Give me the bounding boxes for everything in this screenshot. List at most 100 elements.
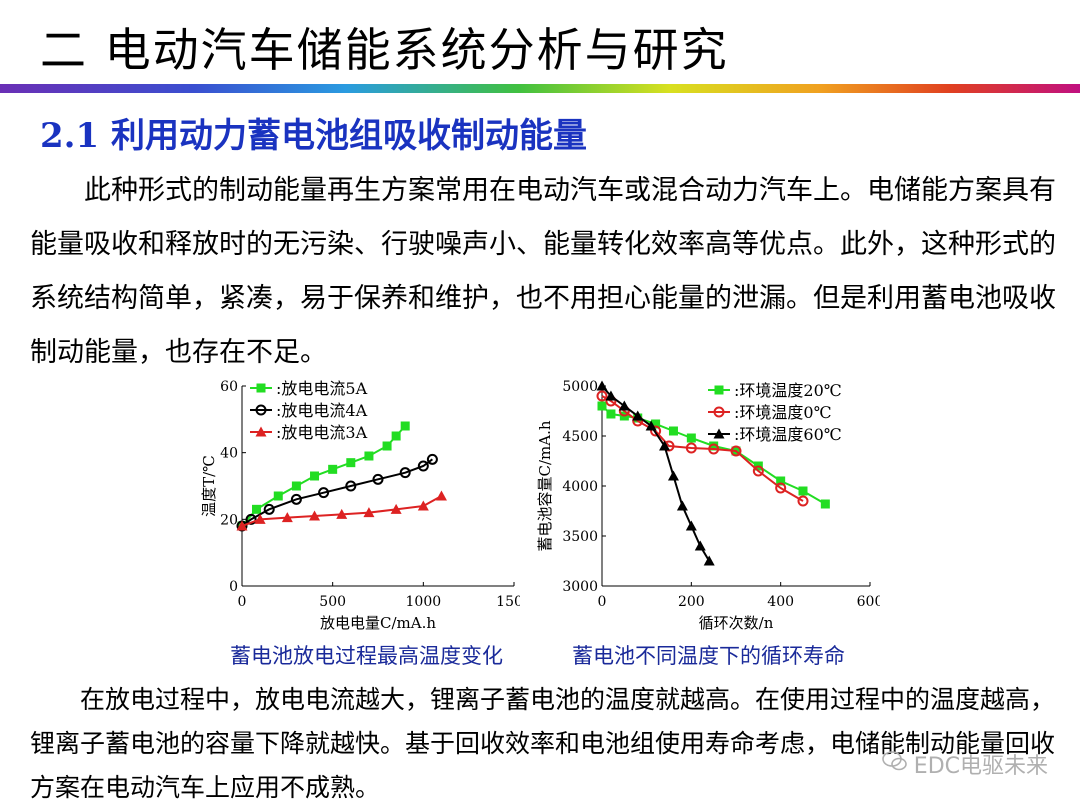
data-point (776, 476, 786, 486)
legend-marker (255, 426, 267, 437)
data-point (676, 500, 688, 511)
data-point (400, 421, 410, 431)
data-point (263, 503, 275, 515)
data-point (254, 513, 266, 524)
data-point (775, 482, 787, 494)
data-point (336, 508, 348, 519)
title-rainbow-divider (0, 84, 1080, 93)
data-point (797, 495, 809, 507)
series (596, 380, 715, 566)
data-point (685, 520, 697, 531)
data-point (703, 555, 715, 566)
data-point (618, 400, 630, 411)
x-axis-label: 放电电量C/mA.h (320, 614, 436, 632)
data-point (752, 465, 764, 477)
x-tick-label: 500 (319, 594, 346, 610)
watermark-text: EDC电驱未来 (913, 754, 1048, 779)
data-point (798, 486, 808, 496)
data-point (391, 431, 401, 441)
legend-label: :环境温度60℃ (734, 425, 842, 444)
y-tick-label: 4000 (562, 479, 598, 495)
data-point (686, 433, 696, 443)
legend-label: :放电电流4A (276, 401, 368, 420)
y-tick-label: 40 (220, 446, 238, 462)
data-point (645, 420, 657, 431)
data-point (390, 503, 402, 514)
data-point (310, 471, 320, 481)
legend-label: :环境温度20℃ (734, 381, 842, 400)
legend-label: :环境温度0℃ (734, 403, 831, 422)
legend-label: :放电电流5A (276, 379, 368, 398)
legend-marker (256, 383, 266, 393)
data-point (273, 491, 283, 501)
y-tick-label: 3500 (562, 529, 598, 545)
y-tick-label: 3000 (562, 579, 598, 595)
data-point (606, 409, 616, 419)
data-point (685, 442, 697, 454)
y-tick-label: 5000 (562, 379, 598, 395)
x-tick-label: 600 (857, 594, 880, 610)
cycle-life-chart: 0 200 400 600 3000 3500 4000 4500 5000 循环次数/n 蓄电池容… (536, 379, 880, 632)
data-point (291, 481, 301, 491)
y-axis-label: 温度T/℃ (200, 455, 218, 517)
data-point (382, 441, 392, 451)
x-tick-label: 0 (598, 594, 607, 610)
intro-paragraph: 此种形式的制动能量再生方案常用在电动汽车或混合动力汽车上。电储能方案具有能量吸收… (30, 175, 1056, 368)
y-tick-label: 60 (220, 379, 238, 395)
data-point (328, 464, 338, 474)
y-tick-label: 0 (229, 579, 238, 595)
data-point (820, 499, 830, 509)
data-point (730, 445, 742, 457)
y-tick-label: 20 (220, 512, 238, 528)
slide-title: 二 电动汽车储能系统分析与研究 (40, 23, 729, 77)
data-point (399, 467, 411, 479)
data-point (417, 500, 429, 511)
legend-marker (713, 428, 725, 439)
data-point (252, 504, 262, 514)
data-point (632, 410, 644, 421)
data-point (667, 470, 679, 481)
data-point (364, 451, 374, 461)
data-point (596, 390, 608, 402)
right-chart-caption: 蓄电池不同温度下的循环寿命 (572, 644, 845, 668)
data-point (426, 453, 438, 465)
data-point (597, 401, 607, 411)
data-point (596, 380, 608, 391)
legend-marker (714, 385, 724, 395)
series (236, 490, 447, 531)
data-point (245, 513, 257, 525)
legend-marker (255, 404, 267, 416)
data-point (363, 507, 375, 518)
legend-marker (713, 406, 725, 418)
data-point (708, 443, 720, 455)
legend-label: :放电电流3A (276, 423, 368, 442)
x-tick-label: 400 (767, 594, 794, 610)
data-point (309, 510, 321, 521)
data-point (435, 490, 447, 501)
left-chart-caption: 蓄电池放电过程最高温度变化 (230, 644, 503, 668)
data-point (605, 390, 617, 401)
x-tick-label: 1000 (406, 594, 442, 610)
data-point (346, 458, 356, 468)
y-axis-label: 蓄电池容量C/mA.h (536, 420, 554, 551)
data-point (290, 493, 302, 505)
section-heading: 2.1 利用动力蓄电池组吸收制动能量 (40, 116, 587, 156)
x-tick-label: 0 (238, 594, 247, 610)
x-tick-label: 200 (678, 594, 705, 610)
data-point (417, 460, 429, 472)
series-line (601, 385, 711, 562)
data-point (709, 441, 719, 451)
data-point (281, 512, 293, 523)
data-point (372, 473, 384, 485)
watermark: EDC电驱未来 (881, 748, 1048, 780)
data-point (694, 540, 706, 551)
data-point (650, 425, 662, 437)
data-point (659, 440, 671, 451)
conclusion-paragraph: 在放电过程中，放电电流越大，锂离子蓄电池的温度就越高。在使用过程中的温度越高，锂… (30, 685, 1056, 802)
y-tick-label: 4500 (562, 429, 598, 445)
wechat-icon (881, 750, 908, 778)
data-point (345, 480, 357, 492)
data-point (236, 520, 248, 531)
